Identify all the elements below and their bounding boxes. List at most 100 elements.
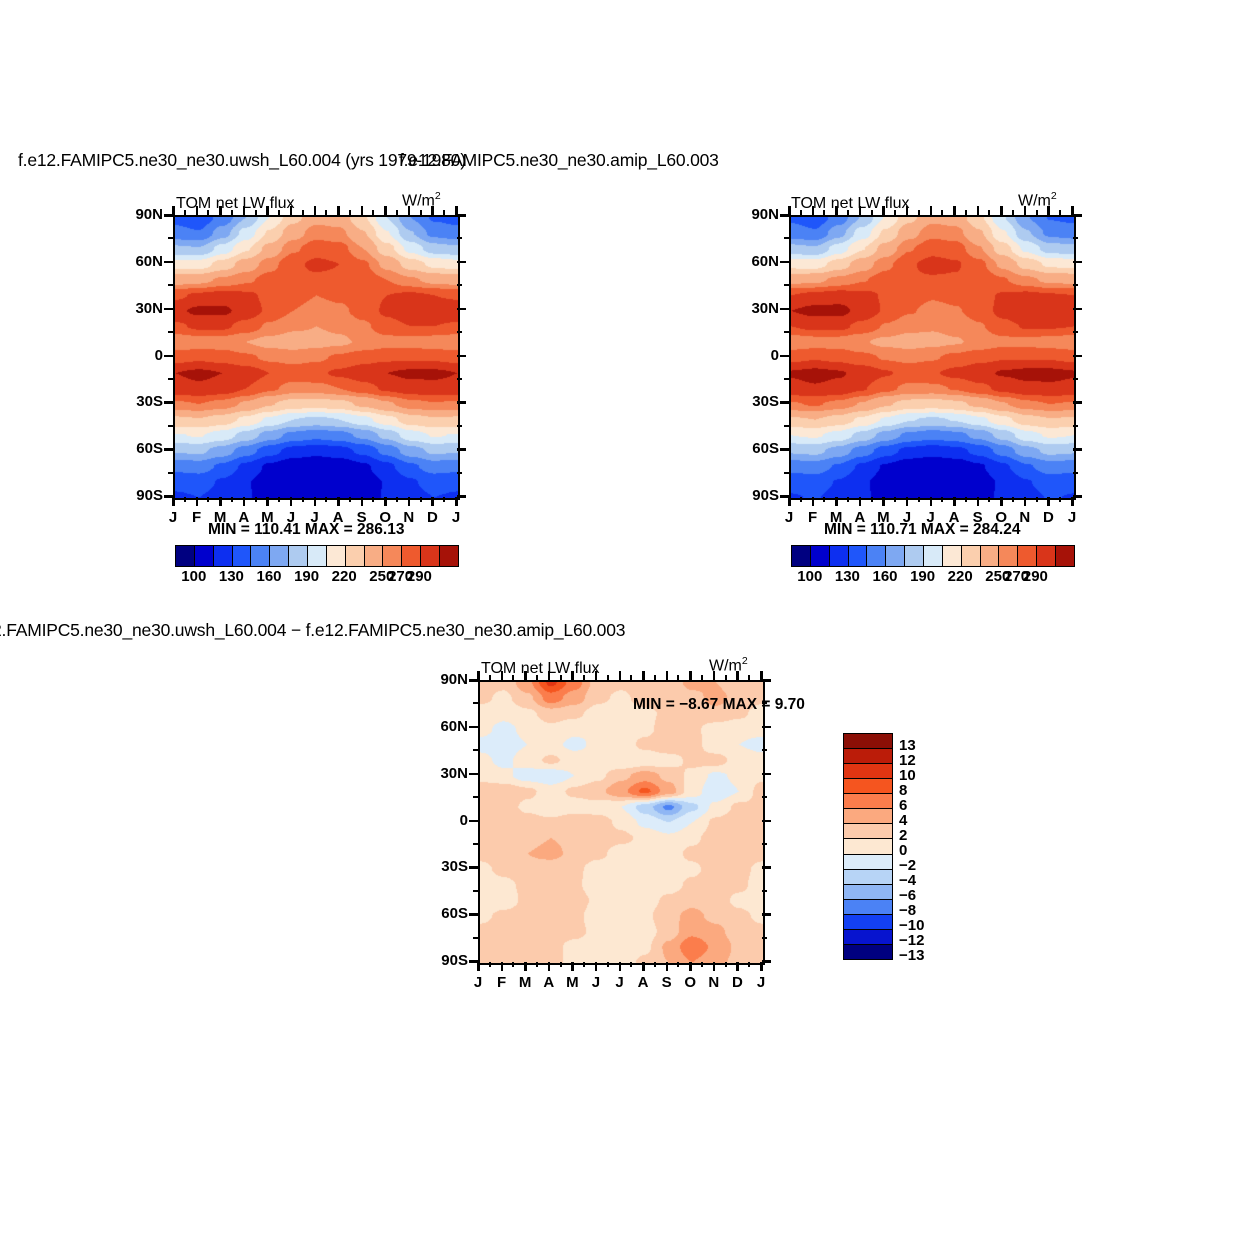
month-axis-label: F: [191, 509, 202, 526]
lat-tick: [164, 354, 173, 357]
colorbar-tick-label: 12: [899, 752, 916, 769]
month-tick: [642, 671, 645, 680]
colorbar-tick-label: −10: [899, 917, 925, 934]
lat-axis-label: 30S: [136, 393, 163, 411]
colorbar-cell: [1037, 546, 1057, 566]
lat-tick: [780, 260, 789, 264]
colorbar-tick-label: 220: [947, 568, 973, 585]
lat-axis-label: 60N: [440, 717, 468, 735]
lat-tick: [780, 495, 789, 498]
lat-axis-label: 30N: [751, 299, 779, 317]
lat-axis-label: 90N: [751, 206, 779, 223]
colorbar-cell: [844, 899, 892, 915]
colorbar-cell: [345, 546, 365, 566]
colorbar-tick-label: 220: [331, 568, 357, 585]
colorbar-cell: [829, 546, 849, 566]
colorbar-cell: [810, 546, 830, 566]
month-axis-label: J: [591, 974, 601, 991]
units-text-3: W/m: [709, 657, 742, 675]
colorbar-tick-label: 100: [181, 568, 207, 585]
colorbar-cell: [844, 944, 892, 959]
units-exponent-2: 2: [1050, 190, 1057, 202]
colorbar-cell: [886, 546, 906, 566]
lat-tick: [164, 495, 173, 498]
lat-tick: [780, 307, 789, 311]
colorbar-tick-label: 2: [899, 827, 908, 844]
lat-tick: [469, 960, 478, 963]
colorbar-cell: [421, 546, 441, 566]
colorbar-tick-label: 0: [899, 842, 908, 859]
lat-axis-label: 60N: [751, 252, 779, 270]
colorbar-tick-label: −2: [899, 857, 917, 874]
month-axis-label: J: [615, 974, 624, 991]
lat-axis-label: 60N: [135, 252, 163, 270]
month-axis-label: A: [543, 974, 555, 991]
colorbar-cell: [844, 914, 892, 930]
colorbar-cell: [251, 546, 271, 566]
month-axis-label: A: [637, 974, 649, 991]
month-tick: [665, 671, 669, 680]
lat-axis-label: 60S: [136, 440, 163, 458]
lat-tick: [469, 819, 478, 822]
colorbar-tick-label: 250: [985, 568, 1011, 585]
title-difference: 2.FAMIPC5.ne30_ne30.uwsh_L60.004 − f.e12…: [0, 620, 626, 640]
colorbar-cell: [844, 929, 892, 945]
lat-tick: [469, 725, 478, 729]
month-axis-label: M: [518, 974, 532, 991]
colorbar-cell: [844, 854, 892, 870]
colorbar-cell: [844, 794, 892, 810]
colorbar-tick-label: 290: [406, 568, 432, 585]
panel-units-1: W/m2: [402, 190, 441, 210]
colorbar-cell: [844, 749, 892, 765]
lat-tick: [164, 448, 173, 451]
colorbar-cell: [924, 546, 943, 566]
colorbar-tick-label: −8: [899, 902, 917, 919]
colorbar-cell: [326, 546, 346, 566]
colorbar-cell: [194, 546, 214, 566]
lat-axis-label: 90N: [135, 206, 163, 223]
colorbar-cell: [961, 546, 981, 566]
colorbar-tick-label: −4: [899, 872, 917, 889]
month-tick: [384, 206, 387, 215]
colorbar-cell: [905, 546, 925, 566]
colorbar-tick-label: 4: [899, 812, 908, 829]
month-axis-label: D: [731, 974, 743, 991]
colorbar-tick-label: 8: [899, 782, 908, 799]
lat-tick: [469, 679, 478, 682]
lat-tick: [469, 866, 478, 869]
colorbar-tick-label: 6: [899, 797, 908, 814]
colorbar-labels-top-left: 100 130 160 190 220 250 270 290: [175, 568, 457, 588]
colorbar-top-left: [175, 545, 459, 567]
month-axis-label: M: [566, 974, 579, 991]
contour-plot-top-left: [173, 215, 460, 500]
month-axis-label: D: [426, 509, 438, 526]
colorbar-cell: [844, 779, 892, 795]
lat-axis-label: 0: [770, 346, 779, 364]
contour-plot-top-right: [789, 215, 1076, 500]
minmax-top-right: MIN = 110.71 MAX = 284.24: [824, 521, 1021, 538]
colorbar-cell: [848, 546, 868, 566]
month-axis-label: D: [1042, 509, 1054, 526]
minmax-difference: MIN = −8.67 MAX = 9.70: [633, 696, 805, 713]
lat-axis-label: 30N: [135, 299, 163, 317]
colorbar-cell: [440, 546, 458, 566]
panel-variable-label-3: TOM net LW flux: [481, 660, 600, 677]
month-tick: [477, 671, 480, 680]
lat-tick: [780, 354, 789, 357]
month-axis-label: J: [168, 509, 178, 526]
panel-variable-label-1: TOM net LW flux: [176, 195, 295, 212]
month-tick: [172, 206, 175, 215]
lat-tick: [164, 307, 173, 311]
lat-axis-label: 60S: [752, 440, 779, 458]
colorbar-cell: [867, 546, 887, 566]
colorbar-cell: [844, 734, 892, 750]
panel-variable-label-2: TOM net LW flux: [791, 195, 910, 212]
colorbar-cell: [980, 546, 1000, 566]
colorbar-cell: [1018, 546, 1038, 566]
lat-tick: [469, 772, 478, 776]
colorbar-tick-label: 160: [256, 568, 282, 585]
lat-axis-label: 90S: [136, 487, 163, 504]
month-axis-label: J: [756, 974, 766, 991]
colorbar-tick-label: −12: [899, 932, 925, 949]
colorbar-cell: [942, 546, 962, 566]
